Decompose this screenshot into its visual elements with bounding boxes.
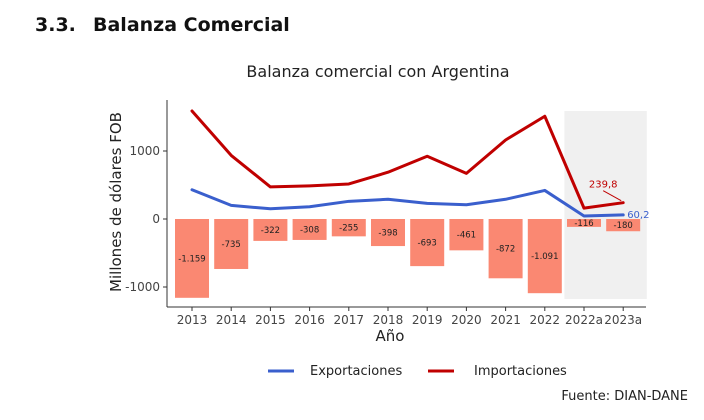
balance-bar: [253, 219, 288, 241]
balance-bar: [331, 219, 366, 237]
balance-bar: [606, 219, 641, 232]
bar-data-label: -180: [614, 221, 633, 231]
x-tick-label: 2013: [177, 313, 208, 327]
bar-data-label: -308: [300, 225, 319, 235]
bar-data-label: -735: [222, 240, 241, 250]
bar-data-label: -1.159: [178, 254, 205, 264]
section-number: 3.3.: [35, 14, 76, 36]
importaciones-label-leader: [602, 190, 622, 202]
bar-data-label: -693: [418, 239, 437, 249]
y-tick-label: 1000: [129, 144, 160, 158]
balance-bar: [488, 219, 523, 279]
chart-title: Balanza comercial con Argentina: [246, 62, 509, 81]
balance-bar: [214, 219, 249, 269]
x-tick-label: 2023a: [604, 313, 642, 327]
x-tick-label: 2017: [334, 313, 365, 327]
exportaciones-end-label: 60,2: [627, 210, 649, 221]
bar-data-label: -398: [378, 229, 397, 239]
source-note: Fuente: DIAN-DANE: [561, 389, 688, 404]
series-line-exportaciones: [190, 188, 625, 218]
x-tick-label: 2016: [294, 313, 325, 327]
bar-data-label: -255: [339, 224, 358, 234]
balance-bar: [292, 219, 327, 240]
section-title: Balanza Comercial: [93, 14, 290, 36]
bar-data-label: -872: [496, 245, 515, 255]
legend-label-importaciones: Importaciones: [474, 364, 567, 379]
y-tick-label: 0: [152, 212, 160, 226]
x-tick-label: 2022a: [565, 313, 603, 327]
x-tick-label: 2022: [530, 313, 561, 327]
x-tick-label: 2020: [451, 313, 482, 327]
bar-data-label: -322: [261, 226, 280, 236]
balance-bar: [449, 219, 484, 251]
section-heading: 3.3. Balanza Comercial: [35, 14, 290, 36]
series-line-importaciones: [190, 109, 625, 210]
balance-bar: [527, 219, 562, 294]
bar-data-label: -1.091: [531, 252, 558, 262]
balance-bar: [410, 219, 445, 267]
x-tick-label: 2021: [490, 313, 521, 327]
legend-label-exportaciones: Exportaciones: [310, 364, 402, 379]
y-axis-label: Millones de dólares FOB: [107, 112, 125, 292]
x-tick-label: 2014: [216, 313, 247, 327]
bar-data-label: -116: [574, 219, 593, 229]
x-tick-label: 2019: [412, 313, 443, 327]
x-axis-label: Año: [376, 327, 405, 345]
x-tick-label: 2018: [373, 313, 404, 327]
y-tick-label: -1000: [125, 280, 160, 294]
balance-bar: [175, 219, 209, 298]
balance-bar: [371, 219, 405, 247]
bar-data-label: -461: [457, 231, 476, 241]
balance-bar: [567, 219, 601, 227]
x-tick-label: 2015: [255, 313, 286, 327]
importaciones-end-label: 239,8: [589, 180, 618, 191]
